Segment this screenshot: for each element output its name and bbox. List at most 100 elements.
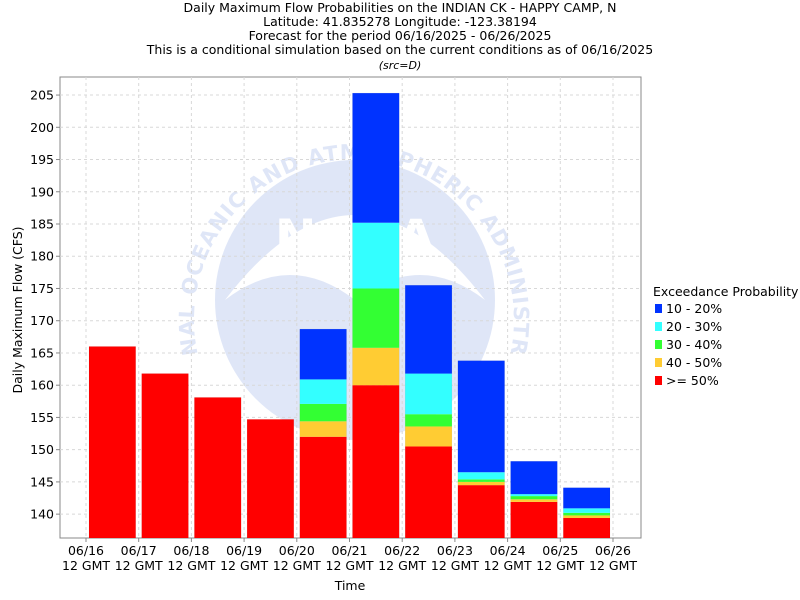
x-tick-label-time: 12 GMT [431, 558, 479, 573]
legend-entry-label: 40 - 50% [666, 355, 722, 370]
y-axis-label: Daily Maximum Flow (CFS) [10, 226, 25, 393]
legend: Exceedance Probability 10 - 20% 20 - 30% 3… [653, 284, 799, 388]
y-tick-label: 150 [30, 442, 54, 457]
x-tick-label-time: 12 GMT [378, 558, 426, 573]
y-tick-label: 195 [30, 152, 54, 167]
x-tick-label-date: 06/25 [542, 543, 578, 558]
legend-swatch [655, 322, 662, 331]
legend-swatch [655, 304, 662, 313]
bar-segment-10-20 [457, 360, 505, 473]
x-tick-label-date: 06/19 [226, 543, 262, 558]
bar-segment-ge50 [247, 419, 294, 538]
y-tick-label: 185 [30, 217, 54, 232]
legend-swatch [655, 340, 662, 349]
y-axis: 140 145 150 155 160 165 170 175 180 185 190 195 200 2… [30, 88, 60, 522]
x-tick-label-time: 12 GMT [484, 558, 532, 573]
y-tick-label: 190 [30, 184, 54, 199]
bar-segment-40-50 [563, 515, 610, 519]
bar-outline [194, 397, 242, 539]
y-tick-label: 140 [30, 507, 54, 522]
x-tick-label-time: 12 GMT [62, 558, 110, 573]
x-tick-label-date: 06/24 [490, 543, 526, 558]
x-tick-label-time: 12 GMT [536, 558, 584, 573]
x-tick-label-time: 12 GMT [326, 558, 374, 573]
bar-outline [404, 285, 453, 539]
bar-segment-ge50 [141, 373, 189, 538]
bar-segment-20-30 [457, 472, 505, 480]
legend-entry-label: >= 50% [666, 373, 719, 388]
legend-title: Exceedance Probability [653, 284, 799, 299]
title-line-2: Latitude: 41.835278 Longitude: -123.3819… [263, 14, 537, 29]
bar-segment-40-50 [457, 481, 505, 486]
bar-segment-ge50 [457, 485, 505, 538]
bar-segment-10-20 [563, 487, 610, 509]
bar-segment-10-20 [510, 461, 558, 495]
title-line-4: This is a conditional simulation based o… [146, 42, 653, 57]
bar-segment-ge50 [405, 446, 452, 538]
y-tick-label: 145 [30, 474, 54, 489]
bar-segment-20-30 [510, 494, 558, 497]
bar-segment-40-50 [405, 426, 452, 447]
bar-segment-30-40 [405, 414, 452, 427]
legend-entry-label: 30 - 40% [666, 337, 722, 352]
x-tick-label-date: 06/18 [173, 543, 209, 558]
x-tick-label-date: 06/21 [331, 543, 367, 558]
chart-title: Daily Maximum Flow Probabilities on the … [146, 0, 653, 72]
x-tick-label-time: 12 GMT [167, 558, 215, 573]
legend-swatch [655, 376, 662, 385]
x-axis-label: Time [334, 578, 366, 593]
legend-entry-label: 20 - 30% [666, 319, 722, 334]
y-tick-label: 155 [30, 410, 54, 425]
bar-segment-10-20 [299, 329, 347, 380]
y-tick-label: 160 [30, 378, 54, 393]
bar-segment-40-50 [510, 499, 558, 502]
title-line-1: Daily Maximum Flow Probabilities on the … [184, 0, 617, 15]
title-line-3: Forecast for the period 06/16/2025 - 06/… [249, 28, 552, 43]
bar-segment-ge50 [510, 501, 558, 538]
bar-outline [246, 419, 295, 539]
bar-outline [88, 346, 136, 539]
bar-segment-10-20 [405, 285, 452, 374]
bar-segment-30-40 [510, 496, 558, 500]
x-tick-label-date: 06/26 [595, 543, 631, 558]
bar-outline [141, 373, 189, 539]
bar-segment-30-40 [457, 479, 505, 482]
x-tick-label-date: 06/23 [437, 543, 473, 558]
legend-swatch [655, 358, 662, 367]
bar-segment-ge50 [352, 385, 400, 538]
legend-entry-label: 10 - 20% [666, 301, 722, 316]
chart-subtitle: (src=D) [379, 59, 422, 72]
bar-segment-30-40 [352, 288, 400, 348]
y-tick-label: 180 [30, 249, 54, 264]
bar-outline [299, 328, 347, 539]
bar-segment-40-50 [299, 421, 347, 437]
bar-segment-ge50 [563, 518, 610, 538]
bars [88, 92, 611, 539]
bar-segment-40-50 [352, 347, 400, 386]
x-tick-label-time: 12 GMT [589, 558, 637, 573]
x-tick-label-date: 06/16 [68, 543, 104, 558]
bar-segment-20-30 [563, 508, 610, 513]
y-tick-label: 205 [30, 88, 54, 103]
bar-segment-20-30 [405, 373, 452, 415]
x-tick-label-time: 12 GMT [273, 558, 321, 573]
bar-segment-ge50 [89, 346, 136, 538]
x-tick-label-date: 06/22 [384, 543, 420, 558]
bar-segment-ge50 [194, 397, 242, 538]
bar-segment-30-40 [563, 512, 610, 516]
y-tick-label: 200 [30, 120, 54, 135]
bar-segment-10-20 [352, 93, 400, 223]
bar-outline [563, 487, 611, 539]
bar-outline [457, 360, 505, 539]
x-tick-label-time: 12 GMT [220, 558, 268, 573]
y-tick-label: 165 [30, 345, 54, 360]
bar-outline [352, 92, 400, 539]
y-tick-label: 175 [30, 281, 54, 296]
x-tick-label-time: 12 GMT [115, 558, 163, 573]
bar-segment-20-30 [352, 222, 400, 289]
bar-segment-20-30 [299, 379, 347, 404]
x-tick-label-date: 06/17 [121, 543, 157, 558]
bar-segment-30-40 [299, 403, 347, 422]
bar-segment-ge50 [299, 436, 347, 538]
